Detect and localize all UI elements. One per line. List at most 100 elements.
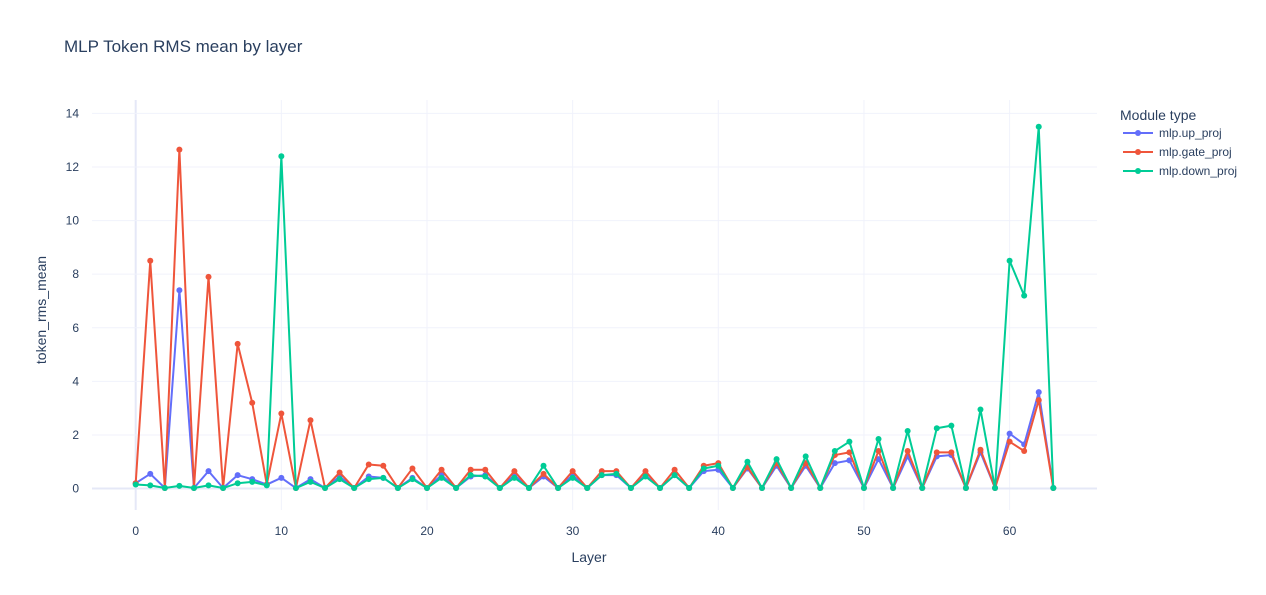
data-point [817, 485, 824, 492]
data-point [292, 485, 299, 492]
data-point [234, 472, 241, 479]
data-point [1006, 438, 1013, 445]
data-point [657, 485, 664, 492]
y-axis-ticks: 0 2 4 6 8 10 12 14 [66, 106, 80, 495]
data-point [627, 485, 634, 492]
data-point [249, 399, 256, 406]
data-point [278, 410, 285, 417]
data-point [380, 474, 387, 481]
series-line [134, 148, 1055, 490]
y-tick-label: 12 [66, 160, 80, 174]
data-point [904, 448, 911, 455]
data-point [860, 485, 867, 492]
data-point [962, 485, 969, 492]
x-tick-label: 30 [566, 524, 580, 538]
data-point [438, 466, 445, 473]
data-point [890, 485, 897, 492]
data-point [409, 465, 416, 472]
data-point [249, 478, 256, 485]
data-point [365, 476, 372, 483]
data-point [205, 273, 212, 280]
data-point [307, 478, 314, 485]
x-tick-label: 20 [420, 524, 434, 538]
legend-item[interactable]: mlp.down_proj [1123, 164, 1237, 178]
data-point [744, 458, 751, 465]
data-point [613, 470, 620, 477]
data-point [977, 446, 984, 453]
data-point [788, 485, 795, 492]
data-point [948, 449, 955, 456]
data-point [380, 462, 387, 469]
data-point [1021, 448, 1028, 455]
data-point [147, 482, 154, 489]
data-point [802, 453, 809, 460]
data-point [234, 480, 241, 487]
data-point [1035, 123, 1042, 130]
series-group [132, 123, 1057, 492]
data-point [584, 485, 591, 492]
x-axis-ticks: 0 10 20 30 40 50 60 [132, 524, 1016, 538]
data-point [1050, 485, 1057, 492]
data-point [307, 417, 314, 424]
data-point [1035, 397, 1042, 404]
y-tick-label: 6 [72, 321, 79, 335]
data-point [438, 474, 445, 481]
data-point [336, 469, 343, 476]
data-point [671, 472, 678, 479]
data-point [773, 456, 780, 463]
data-point [933, 425, 940, 432]
legend-label: mlp.down_proj [1159, 164, 1237, 178]
data-point [511, 474, 518, 481]
data-point [511, 468, 518, 475]
legend-swatch-marker [1135, 149, 1141, 155]
data-point [540, 470, 547, 477]
x-tick-label: 50 [857, 524, 871, 538]
data-point [831, 448, 838, 455]
data-point [919, 485, 926, 492]
legend-item[interactable]: mlp.gate_proj [1123, 145, 1232, 159]
data-point [569, 474, 576, 481]
data-point [1006, 257, 1013, 264]
data-point [555, 485, 562, 492]
legend-swatch-marker [1135, 130, 1141, 136]
data-point [453, 485, 460, 492]
data-point [278, 474, 285, 481]
data-point [234, 340, 241, 347]
data-point [132, 481, 139, 488]
legend-label: mlp.up_proj [1159, 126, 1222, 140]
data-point [904, 427, 911, 434]
y-axis-title: token_rms_mean [33, 256, 49, 364]
grid [92, 100, 1097, 510]
data-point [205, 468, 212, 475]
x-tick-label: 0 [132, 524, 139, 538]
data-point [351, 485, 358, 492]
data-point [205, 482, 212, 489]
data-point [525, 485, 532, 492]
data-point [1035, 389, 1042, 396]
legend-swatch-marker [1135, 168, 1141, 174]
data-point [176, 287, 183, 294]
data-point [729, 485, 736, 492]
data-point [336, 476, 343, 483]
data-point [482, 466, 489, 473]
y-tick-label: 8 [72, 267, 79, 281]
data-point [482, 473, 489, 480]
data-point [992, 485, 999, 492]
data-point [700, 465, 707, 472]
data-point [322, 485, 329, 492]
data-point [409, 476, 416, 483]
x-tick-label: 40 [712, 524, 726, 538]
data-point [875, 435, 882, 442]
legend-item[interactable]: mlp.up_proj [1123, 126, 1222, 140]
y-tick-label: 14 [66, 106, 80, 120]
data-point [759, 485, 765, 492]
x-tick-label: 10 [275, 524, 289, 538]
data-point [933, 449, 940, 456]
y-tick-label: 0 [72, 482, 79, 496]
legend: Module type mlp.up_proj mlp.gate_proj mlp.… [1120, 107, 1237, 178]
data-point [467, 472, 474, 479]
data-point [1021, 292, 1028, 299]
x-tick-label: 60 [1003, 524, 1017, 538]
data-point [831, 460, 838, 467]
